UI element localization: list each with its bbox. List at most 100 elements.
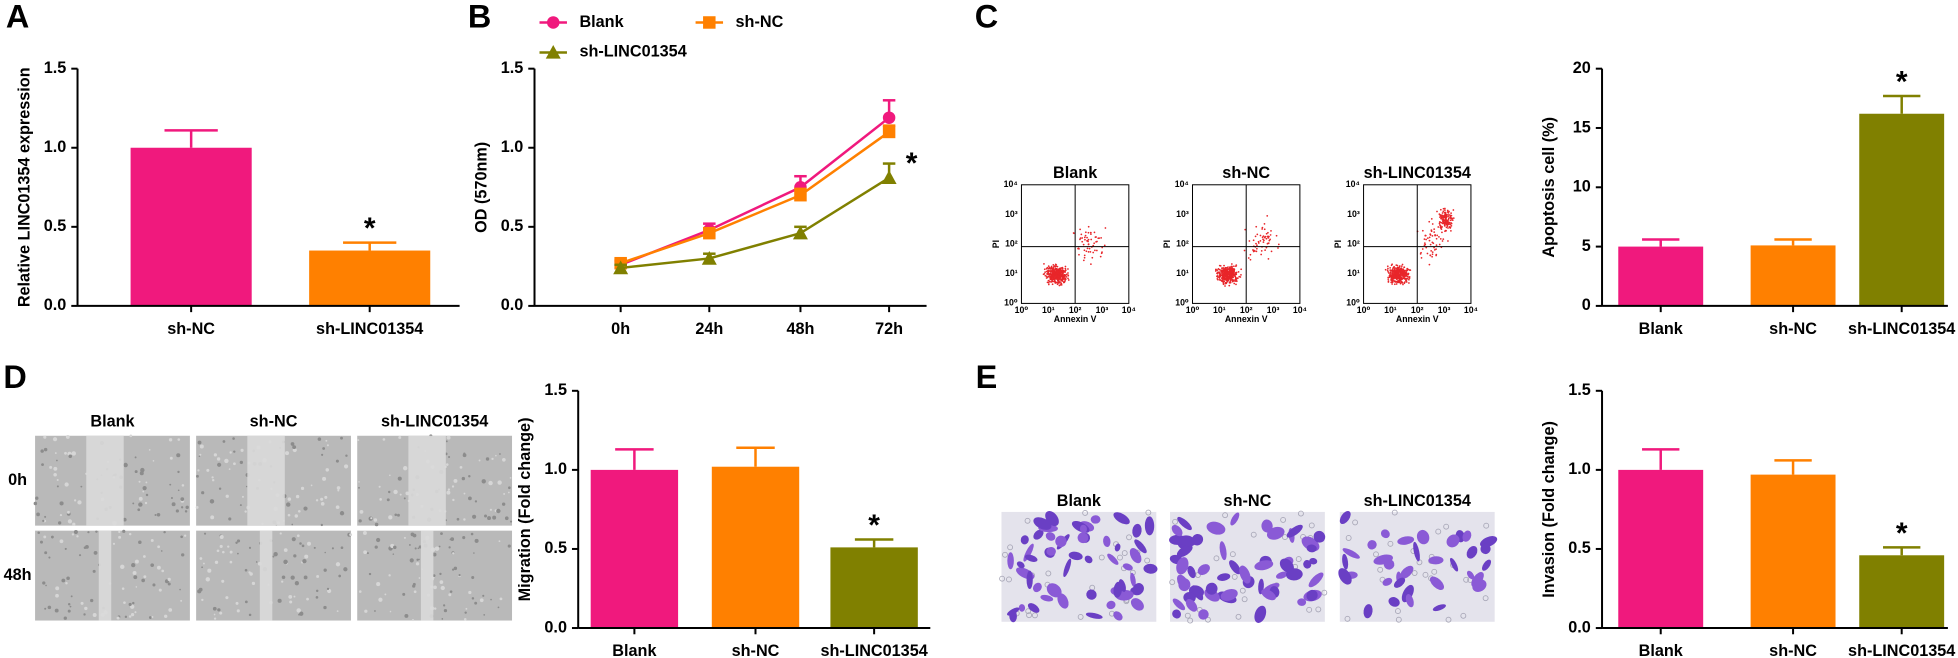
event-dot bbox=[1255, 242, 1257, 245]
stained-cell bbox=[1297, 598, 1307, 606]
event-dot bbox=[1067, 279, 1070, 281]
cell-speck bbox=[134, 611, 137, 614]
stained-cell bbox=[1032, 582, 1042, 593]
event-dot bbox=[1219, 264, 1222, 267]
event-dot bbox=[1394, 275, 1397, 278]
stained-cell bbox=[1206, 521, 1226, 535]
y-tick-label: 1.0 bbox=[544, 460, 567, 478]
pore bbox=[1315, 606, 1322, 613]
event-dot bbox=[1392, 276, 1394, 279]
event-dot bbox=[1391, 270, 1393, 272]
cell-speck bbox=[393, 545, 397, 550]
cell-speck bbox=[167, 582, 171, 586]
event-dot bbox=[1046, 281, 1049, 284]
event-dot bbox=[1438, 213, 1441, 215]
cell-speck bbox=[216, 549, 220, 553]
cell-speck bbox=[411, 619, 415, 622]
cell-speck bbox=[41, 463, 44, 466]
bar bbox=[711, 466, 800, 629]
cell-speck bbox=[315, 596, 319, 599]
cell-speck bbox=[403, 466, 408, 471]
cell-speck bbox=[378, 597, 383, 602]
y-tick-label: 0.0 bbox=[44, 296, 67, 314]
stained-cell bbox=[1084, 555, 1093, 564]
cell-speck bbox=[233, 462, 236, 466]
event-dot bbox=[1446, 222, 1449, 225]
cell-speck bbox=[225, 596, 229, 600]
event-dot bbox=[1215, 268, 1217, 271]
y-tick-label: 1.5 bbox=[44, 59, 67, 77]
y-tick-label: 1.5 bbox=[1568, 381, 1591, 399]
cell-speck bbox=[474, 500, 478, 503]
event-dot bbox=[1220, 274, 1223, 276]
pore bbox=[1395, 608, 1401, 614]
event-dot bbox=[1443, 220, 1445, 223]
event-dot bbox=[1440, 217, 1442, 220]
cell-speck bbox=[481, 479, 486, 484]
event-dot bbox=[1403, 282, 1406, 285]
pore bbox=[1126, 534, 1132, 541]
cell-speck bbox=[219, 611, 223, 615]
cell-speck bbox=[229, 560, 233, 564]
event-dot bbox=[1083, 236, 1086, 239]
event-dot bbox=[1079, 228, 1081, 231]
cell-speck bbox=[241, 495, 244, 498]
cell-speck bbox=[458, 574, 461, 577]
point bbox=[794, 188, 807, 202]
event-dot bbox=[1053, 281, 1056, 283]
pore bbox=[1082, 510, 1089, 516]
event-dot bbox=[1402, 269, 1405, 272]
event-dot bbox=[1214, 270, 1217, 272]
cell-speck bbox=[66, 576, 70, 581]
x-tick-label: sh-NC bbox=[1769, 320, 1817, 338]
event-dot bbox=[1096, 240, 1098, 243]
cell-speck bbox=[336, 610, 339, 613]
event-dot bbox=[1216, 272, 1219, 275]
cell-speck bbox=[227, 545, 230, 548]
event-dot bbox=[1262, 238, 1264, 241]
event-dot bbox=[1223, 272, 1226, 275]
flow-title: sh-NC bbox=[1222, 164, 1270, 182]
cell-speck bbox=[209, 499, 215, 504]
event-dot bbox=[1265, 232, 1268, 235]
event-dot bbox=[1443, 216, 1446, 218]
cell-speck bbox=[138, 496, 143, 501]
cell-speck bbox=[120, 564, 125, 570]
event-dot bbox=[1218, 268, 1221, 271]
cell-speck bbox=[358, 481, 360, 483]
stained-cell bbox=[1191, 585, 1204, 601]
event-dot bbox=[1252, 239, 1255, 242]
cell-speck bbox=[219, 535, 224, 539]
event-dot bbox=[1395, 270, 1398, 272]
cell-speck bbox=[509, 520, 513, 523]
event-dot bbox=[1268, 235, 1270, 238]
event-dot bbox=[1080, 233, 1083, 236]
cell-speck bbox=[331, 547, 334, 550]
cell-speck bbox=[388, 515, 393, 520]
cell-speck bbox=[145, 481, 148, 484]
event-dot bbox=[1449, 223, 1452, 226]
event-dot bbox=[1445, 226, 1448, 229]
event-dot bbox=[1403, 271, 1406, 274]
cell-speck bbox=[296, 608, 301, 613]
flow-y-tick: 10² bbox=[1176, 238, 1189, 248]
cell-speck bbox=[219, 544, 223, 549]
event-dot bbox=[1270, 250, 1273, 253]
y-tick-label: 0.5 bbox=[544, 539, 567, 557]
event-dot bbox=[1234, 271, 1237, 274]
cell-speck bbox=[439, 580, 444, 584]
cell-speck bbox=[135, 586, 138, 588]
event-dot bbox=[1424, 234, 1427, 237]
event-dot bbox=[1267, 242, 1269, 245]
event-dot bbox=[1449, 216, 1452, 219]
cell-speck bbox=[398, 436, 402, 439]
cell-speck bbox=[64, 451, 67, 455]
scratch bbox=[420, 530, 434, 621]
event-dot bbox=[1060, 271, 1063, 274]
cell-speck bbox=[141, 578, 145, 583]
event-dot bbox=[1090, 263, 1092, 266]
event-dot bbox=[1391, 275, 1394, 277]
cell-speck bbox=[491, 457, 494, 461]
cell-speck bbox=[228, 517, 232, 521]
event-dot bbox=[1231, 270, 1234, 273]
